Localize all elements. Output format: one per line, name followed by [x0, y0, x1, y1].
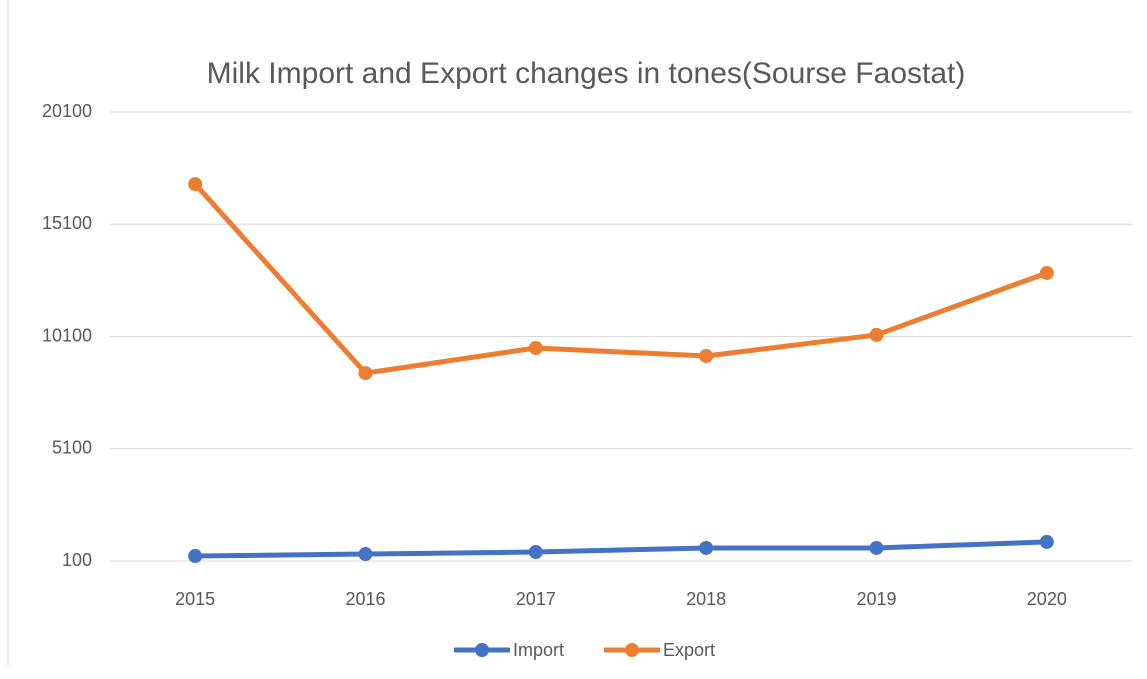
data-point — [528, 340, 543, 355]
y-tick-label: 5100 — [52, 438, 92, 458]
y-tick-label: 15100 — [42, 213, 92, 233]
x-tick-label: 2018 — [686, 589, 726, 609]
x-tick-label: 2016 — [345, 589, 385, 609]
data-point — [358, 366, 373, 381]
y-tick-label: 20100 — [42, 101, 92, 121]
x-tick-label: 2017 — [516, 589, 556, 609]
data-point — [188, 177, 203, 192]
legend-marker — [475, 643, 489, 657]
data-point — [188, 549, 203, 564]
y-tick-label: 100 — [62, 550, 92, 570]
x-tick-label: 2015 — [175, 589, 215, 609]
data-point — [1039, 534, 1054, 549]
data-point — [869, 540, 884, 555]
x-tick-label: 2019 — [856, 589, 896, 609]
data-point — [699, 349, 714, 364]
series-line — [193, 182, 1048, 376]
series-line — [195, 539, 1047, 559]
legend-marker — [625, 643, 639, 657]
y-tick-label: 10100 — [42, 325, 92, 345]
data-point — [699, 540, 714, 555]
x-tick-label: 2020 — [1027, 589, 1067, 609]
data-point — [528, 545, 543, 560]
data-point — [358, 547, 373, 562]
legend-label: Import — [513, 640, 564, 660]
legend-label: Export — [663, 640, 715, 660]
data-point — [1039, 265, 1054, 280]
data-point — [869, 327, 884, 342]
chart-title: Milk Import and Export changes in tones(… — [207, 57, 966, 90]
